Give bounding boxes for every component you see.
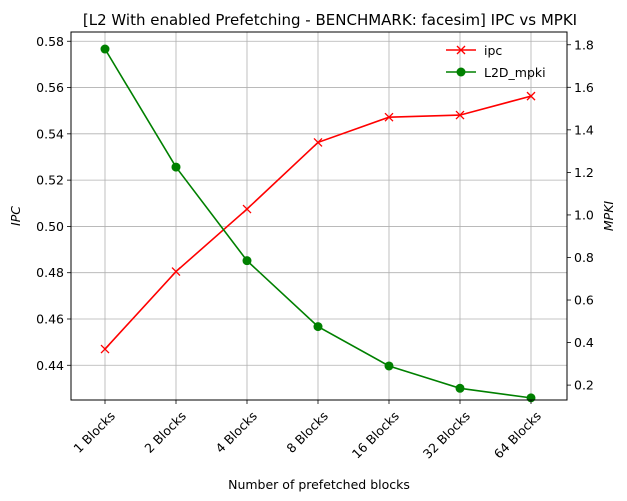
ipc-data-point bbox=[526, 91, 536, 101]
chart-title: [L2 With enabled Prefetching - BENCHMARK… bbox=[83, 11, 577, 29]
ipc-data-point bbox=[171, 267, 181, 277]
ipc-data-point bbox=[455, 110, 465, 120]
left-y-axis: 0.44 0.46 0.48 0.50 0.52 0.54 0.56 0.58 bbox=[36, 34, 71, 373]
x-tick-label: 8 Blocks bbox=[283, 408, 331, 456]
left-y-axis-label: IPC bbox=[8, 206, 23, 226]
x-axis: 1 Blocks 2 Blocks 4 Blocks 8 Blocks 16 Block… bbox=[70, 400, 544, 462]
left-y-tick-label: 0.46 bbox=[36, 311, 64, 326]
L2D_mpki-data-point bbox=[171, 162, 181, 172]
right-y-tick-label: 0.4 bbox=[574, 335, 594, 350]
L2D_mpki-data-point bbox=[100, 44, 110, 54]
left-y-tick-label: 0.58 bbox=[36, 34, 64, 49]
legend-mpki-label: L2D_mpki bbox=[484, 65, 546, 80]
left-y-tick-label: 0.44 bbox=[36, 358, 64, 373]
plot-frame bbox=[70, 31, 568, 401]
L2D_mpki-data-point bbox=[455, 383, 465, 393]
ipc-data-point bbox=[100, 344, 110, 354]
legend-ipc-label: ipc bbox=[484, 43, 502, 58]
left-y-tick-label: 0.50 bbox=[36, 219, 64, 234]
left-y-tick-label: 0.52 bbox=[36, 173, 64, 188]
legend-ipc-x-marker bbox=[456, 45, 466, 55]
right-y-tick-label: 1.4 bbox=[574, 122, 594, 137]
right-y-axis-label: MPKI bbox=[601, 201, 616, 232]
right-y-tick-label: 1.0 bbox=[574, 207, 594, 222]
right-y-tick-label: 1.6 bbox=[574, 80, 594, 95]
right-y-tick-label: 1.8 bbox=[574, 37, 594, 52]
ipc-data-point bbox=[384, 112, 394, 122]
x-tick-label: 1 Blocks bbox=[70, 408, 118, 456]
grid-layer bbox=[71, 32, 567, 400]
x-tick-label: 32 Blocks bbox=[420, 408, 473, 461]
L2D_mpki-data-point bbox=[313, 322, 323, 332]
x-tick-label: 4 Blocks bbox=[212, 408, 260, 456]
x-tick-label: 64 Blocks bbox=[491, 408, 544, 461]
right-y-tick-label: 0.8 bbox=[574, 250, 594, 265]
ipc-data-point bbox=[242, 204, 252, 214]
series-layer bbox=[100, 44, 536, 403]
right-y-tick-label: 1.2 bbox=[574, 165, 594, 180]
L2D_mpki-data-point bbox=[242, 256, 252, 266]
right-y-axis: 0.2 0.4 0.6 0.8 1.0 1.2 1.4 1.6 1.8 bbox=[567, 37, 594, 393]
x-axis-label: Number of prefetched blocks bbox=[228, 477, 410, 492]
right-y-tick-label: 0.6 bbox=[574, 293, 594, 308]
right-y-tick-label: 0.2 bbox=[574, 378, 594, 393]
left-y-tick-label: 0.54 bbox=[36, 126, 64, 141]
left-y-tick-label: 0.56 bbox=[36, 80, 64, 95]
x-tick-label: 2 Blocks bbox=[141, 408, 189, 456]
left-y-tick-label: 0.48 bbox=[36, 265, 64, 280]
ipc-data-point bbox=[313, 137, 323, 147]
legend-mpki-circle-marker bbox=[456, 67, 466, 77]
legend: ipc L2D_mpki bbox=[446, 43, 546, 80]
x-tick-label: 16 Blocks bbox=[349, 408, 402, 461]
L2D_mpki-data-point bbox=[384, 361, 394, 371]
